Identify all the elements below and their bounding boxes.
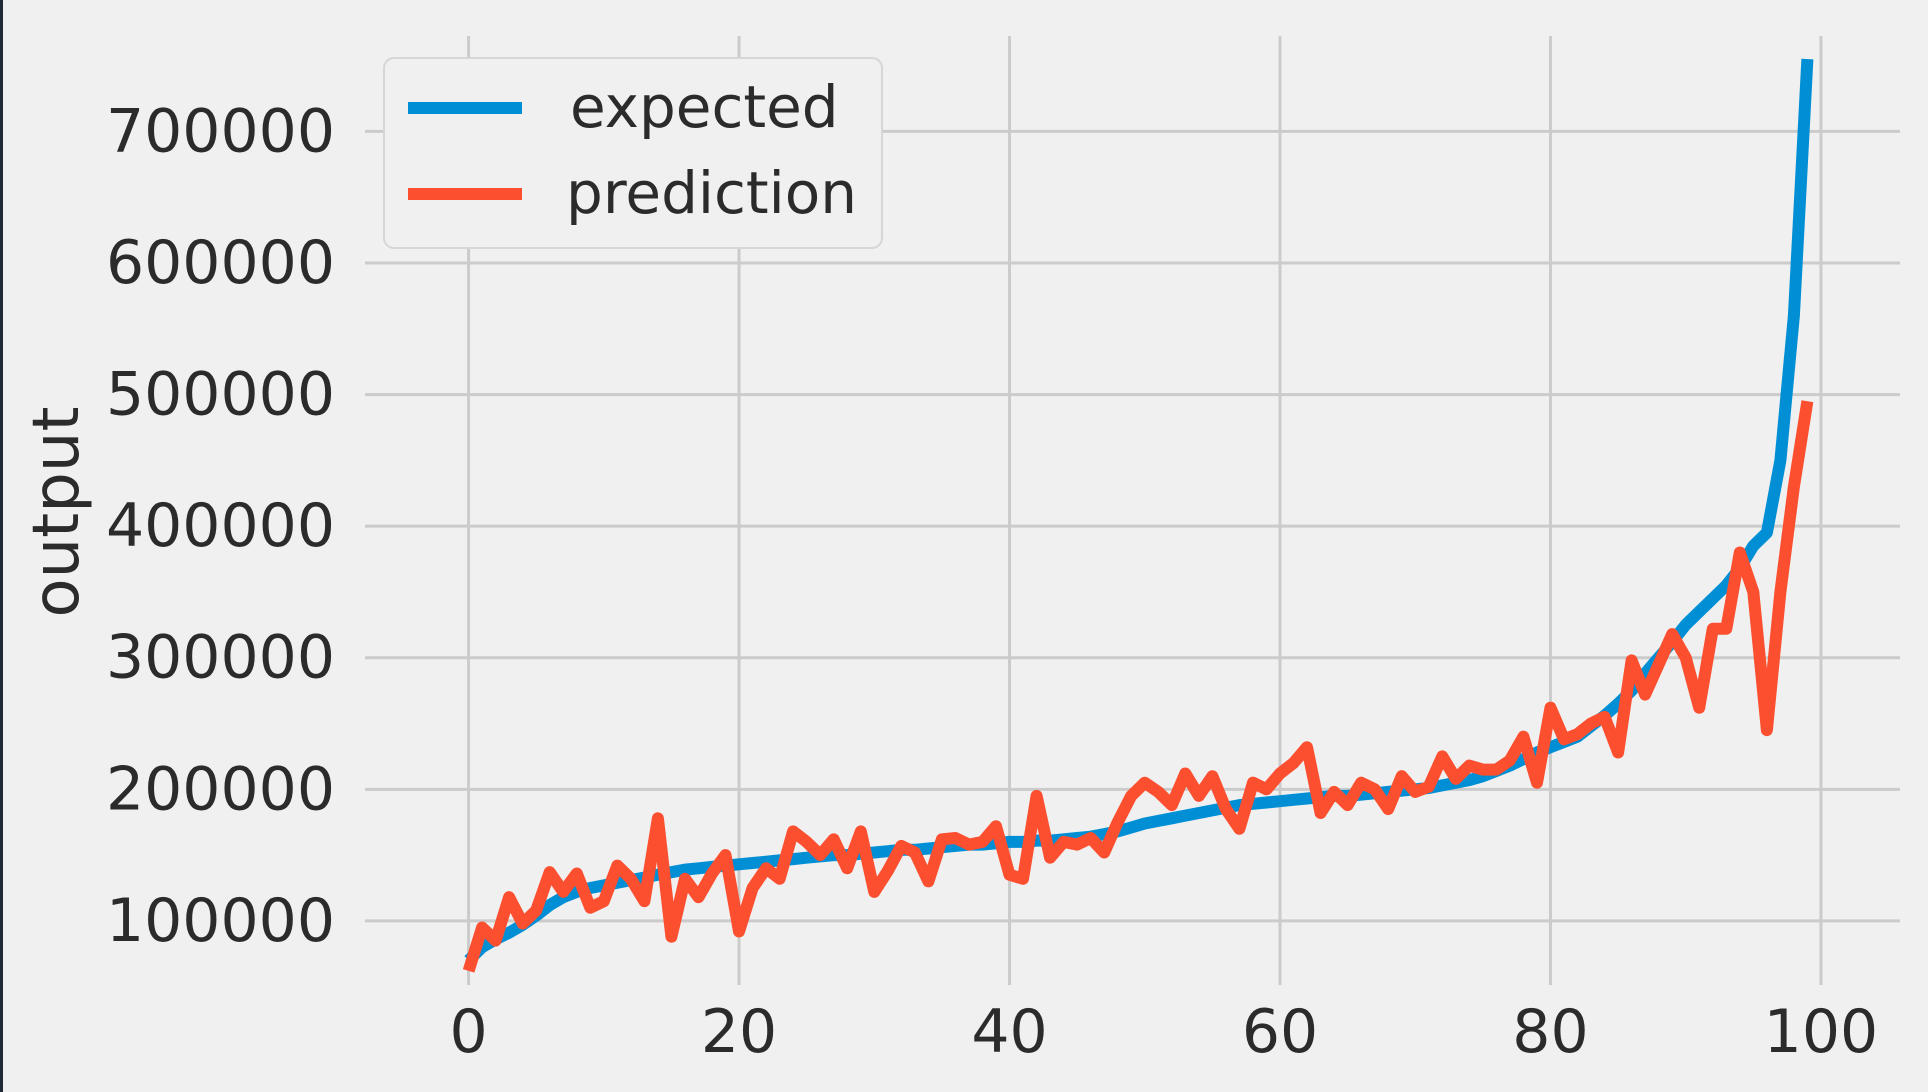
x-tick-label: 80: [1512, 997, 1588, 1067]
x-tick-label: 20: [701, 997, 777, 1067]
y-tick-label: 100000: [106, 886, 335, 956]
y-axis-label: output: [20, 406, 94, 617]
x-tick-label: 40: [971, 997, 1047, 1067]
legend-label-expected: expected: [570, 73, 839, 141]
y-tick-label: 200000: [106, 754, 335, 824]
y-tick-label: 700000: [106, 96, 335, 166]
series-line-prediction: [462, 400, 1814, 973]
legend-label-prediction: prediction: [566, 159, 857, 227]
x-tick-label: 60: [1242, 997, 1318, 1067]
y-tick-label: 300000: [106, 623, 335, 693]
series-layer: [462, 58, 1814, 973]
legend: expected prediction: [383, 57, 883, 249]
y-tick-label: 600000: [106, 228, 335, 298]
x-tick-label: 0: [449, 997, 487, 1067]
tick-labels: 0 20 40 60 80 100 100000 200000 300000 400000 5000…: [106, 96, 1878, 1067]
y-tick-label: 500000: [106, 360, 335, 430]
x-tick-label: 100: [1764, 997, 1879, 1067]
y-tick-label: 400000: [106, 491, 335, 561]
chart-panel: [3, 0, 1928, 1092]
